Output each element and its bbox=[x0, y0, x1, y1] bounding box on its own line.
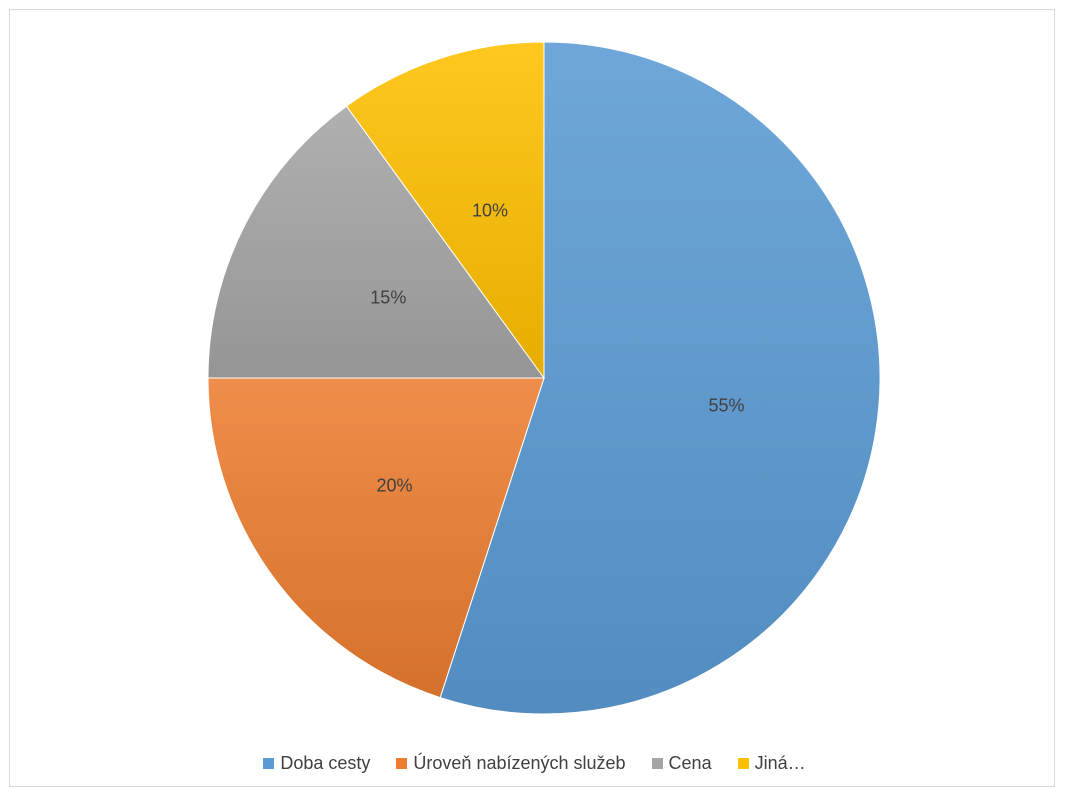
legend-swatch-icon bbox=[651, 757, 663, 769]
pie-data-labels: 55% 20% 15% 10% bbox=[370, 201, 744, 496]
legend-label: Cena bbox=[668, 752, 712, 773]
data-label-2: 20% bbox=[376, 475, 412, 495]
legend-item-doba-cesty[interactable]: Doba cesty bbox=[263, 753, 370, 774]
legend-item-cena[interactable]: Cena bbox=[651, 752, 712, 774]
legend-swatch-icon bbox=[737, 757, 749, 769]
legend-label: Jiná… bbox=[754, 752, 806, 773]
pie-slice-3[interactable] bbox=[207, 105, 545, 379]
pie-slice-2[interactable] bbox=[207, 377, 545, 699]
legend-swatch-icon bbox=[263, 757, 275, 769]
data-label-4: 10% bbox=[472, 201, 508, 221]
legend-label: Doba cesty bbox=[280, 752, 371, 773]
legend-label: Úroveň nabízených služeb bbox=[413, 752, 626, 773]
legend-swatch-icon bbox=[396, 757, 408, 769]
legend-item-jina[interactable]: Jiná… bbox=[737, 752, 806, 774]
data-label-3: 15% bbox=[370, 287, 406, 307]
pie-slice-4[interactable] bbox=[345, 41, 545, 380]
chart-legend: Doba cesty Úroveň nabízených služeb Cena… bbox=[0, 750, 1069, 776]
pie-slices bbox=[207, 41, 881, 715]
legend-item-uroven-sluzeb[interactable]: Úroveň nabízených služeb bbox=[396, 752, 626, 774]
data-label-1: 55% bbox=[709, 396, 745, 416]
pie-slice-1[interactable] bbox=[439, 41, 881, 715]
